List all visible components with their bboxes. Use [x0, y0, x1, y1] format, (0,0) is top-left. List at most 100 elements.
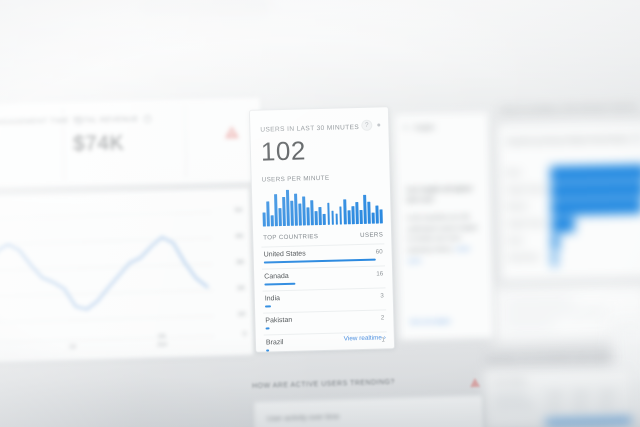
minute-bar: [342, 199, 347, 225]
view-realtime-link[interactable]: View realtime ›: [343, 334, 386, 343]
minute-bar: [338, 206, 343, 225]
insights-title: Your insights will appear here soon: [406, 185, 473, 204]
warning-triangle-icon[interactable]: [469, 377, 481, 388]
scorecard-total-revenue[interactable]: Total revenue ? $74K: [72, 114, 152, 157]
placeholder-line: [502, 298, 573, 304]
placeholder-line: [598, 391, 615, 396]
country-row-canada[interactable]: Canada 16: [262, 265, 386, 288]
minute-bar: [371, 212, 375, 224]
country-name: Pakistan: [265, 316, 293, 325]
channel-sessions-title: Sessions by Session default channel grou…: [506, 135, 629, 146]
retention-bar: [545, 417, 632, 427]
scorecard-strip: Average engagement time ? 51s Total reve…: [0, 96, 263, 190]
bar-fill: [550, 181, 640, 199]
minute-bar: [347, 209, 351, 225]
placeholder-line: [618, 348, 640, 353]
user-activity-title: User activity over time: [266, 411, 340, 424]
bar-fill: [552, 251, 557, 267]
help-circle-icon[interactable]: ?: [361, 119, 373, 131]
minute-bar: [318, 206, 323, 226]
minute-bar: [270, 215, 274, 227]
minute-bar: [351, 206, 355, 225]
top-countries-header: TOP COUNTRIES USERS: [263, 231, 383, 241]
country-row-united-states[interactable]: United States 60: [261, 243, 385, 266]
bar-label: Referral: [507, 204, 528, 211]
warning-triangle-icon[interactable]: [225, 126, 239, 138]
user-activity-card[interactable]: User activity over time: [253, 394, 485, 427]
minute-bar: [294, 193, 299, 226]
top-countries-value-header: USERS: [360, 231, 384, 240]
minute-bar: [306, 207, 311, 226]
more-dot-icon[interactable]: [377, 123, 381, 127]
realtime-user-count: 102: [260, 135, 307, 167]
help-circle-icon[interactable]: ?: [143, 114, 152, 123]
scorecard-label: Total revenue: [72, 114, 139, 125]
country-bar: [263, 259, 376, 264]
insights-header: ✦ Insights: [403, 124, 435, 132]
bar-fill: [551, 234, 560, 250]
placeholder-line: [618, 330, 640, 335]
minute-bar: [278, 208, 282, 227]
retention-section-label: HOW WELL DO YOU RETAIN YOUR USERS: [485, 354, 613, 364]
help-circle-icon[interactable]: ?: [633, 134, 640, 143]
users-per-minute-bars[interactable]: [262, 187, 383, 227]
scorecard-header: Total revenue ?: [72, 114, 152, 125]
minute-bar: [302, 196, 307, 226]
scorecard-label: Average engagement time: [0, 115, 70, 128]
bar-label: Organic Social: [507, 220, 544, 228]
bar-label: Organic Search: [506, 186, 546, 194]
minute-bar: [326, 203, 331, 225]
minute-bar: [262, 212, 266, 227]
scorecard-value: $74K: [72, 131, 125, 156]
placeholder-line: [493, 403, 534, 408]
realtime-card-actions: ?: [361, 119, 381, 131]
country-bar: [265, 327, 270, 330]
view-all-insights-link[interactable]: View all insights: [409, 318, 451, 326]
placeholder-line: [572, 392, 589, 396]
background-panel: [140, 0, 270, 12]
minute-bar: [310, 200, 315, 226]
country-value: 2: [380, 314, 385, 322]
channel-sessions-card[interactable]: Sessions by Session default channel grou…: [496, 120, 640, 282]
scorecard-engagement-time[interactable]: Average engagement time ? 51s: [0, 115, 83, 159]
x-tick-label: 04 Jun: [157, 333, 168, 349]
country-name: Brazil: [265, 339, 284, 347]
user-retention-card[interactable]: User retention: [483, 366, 635, 427]
bar-row-paid-search[interactable]: Paid Search: [508, 248, 640, 268]
minute-bar: [266, 201, 270, 227]
placeholder-line: [599, 403, 614, 408]
minute-bar: [362, 195, 367, 224]
country-row-india[interactable]: India 3: [262, 287, 387, 310]
bar-fill: [550, 198, 640, 216]
country-row-pakistan[interactable]: Pakistan 2: [263, 309, 387, 332]
x-tick-month: Jun: [156, 341, 168, 349]
users-line-series: [0, 235, 209, 311]
minute-bar: [331, 210, 335, 225]
x-tick-label: 28: [69, 344, 76, 352]
bar-fill: [550, 164, 640, 182]
minute-bar: [359, 209, 363, 225]
realtime-users-card[interactable]: USERS IN LAST 30 MINUTES ? 102 USERS PER…: [248, 106, 396, 353]
country-bar: [264, 283, 296, 286]
scorecard-value: 51s: [0, 132, 83, 159]
scorecard-header: Average engagement time ?: [0, 115, 83, 128]
placeholder-line: [503, 323, 556, 328]
users-over-time-chart-card[interactable]: 5K 4K 3K 2K 1K 0 21 28 04 Jun: [0, 187, 255, 365]
bar-label: Direct: [506, 170, 522, 177]
traffic-section-label: WHICH CHANNELS ARE DRIVING TRAFFIC: [499, 104, 639, 115]
insights-card[interactable]: ✦ Insights Your insights will appear her…: [393, 110, 495, 342]
insights-body: In the meantime you will understand cust…: [407, 212, 484, 267]
top-countries-label: TOP COUNTRIES: [263, 233, 319, 242]
realtime-header-label: USERS IN LAST 30 MINUTES: [260, 123, 360, 134]
placeholder-line: [546, 392, 563, 397]
minute-bar: [355, 202, 359, 225]
divider: [184, 105, 187, 178]
minute-bar: [290, 200, 295, 226]
country-name: India: [264, 295, 281, 303]
user-retention-title: User retention: [492, 378, 527, 386]
bar-label: Email: [507, 238, 522, 245]
minute-bar: [314, 210, 319, 226]
placeholder-line: [502, 310, 608, 316]
minute-bar: [286, 189, 290, 226]
